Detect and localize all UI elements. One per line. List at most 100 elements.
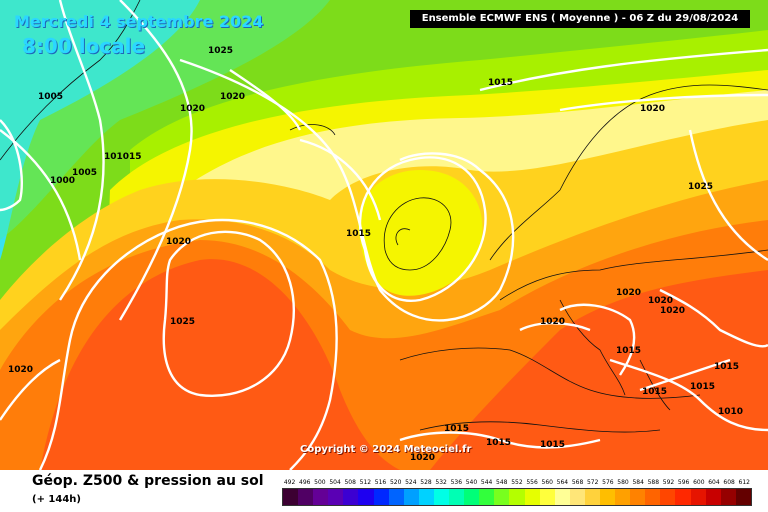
model-run-label: Ensemble ECMWF ENS ( Moyenne ) - 06 Z du… [410,10,750,28]
scale-label: 552 [511,479,523,486]
scale-label: 596 [677,479,690,486]
scale-bar [282,488,752,506]
scale-label: 612 [738,479,750,486]
scale-label: 496 [299,479,311,486]
isobar-label: 1015 [714,362,739,372]
scale-label: 492 [283,479,296,486]
forecast-date: Mercredi 4 septembre 2024 [14,12,264,31]
scale-swatch [464,489,480,505]
isobar-label: 1015 [488,78,513,88]
scale-swatch [328,489,344,505]
scale-label: 564 [556,479,569,486]
scale-swatch [373,489,389,505]
scale-swatch [705,489,721,505]
scale-label: 584 [632,479,644,486]
isobar-label: 1015 [616,346,641,356]
isobar-labels: 1025 1005 1020 1020 1015 1000 1005 10101… [8,46,743,463]
weather-map: 1025 1005 1020 1020 1015 1000 1005 10101… [0,0,768,470]
footer-subtitle: (+ 144h) [32,494,81,505]
isobar-label: 1020 [220,92,245,102]
scale-swatch [343,489,359,505]
isobar-label: 1015 [444,424,469,434]
scale-swatch [645,489,661,505]
isobar-label: 1020 [540,317,565,327]
isobar-label: 1000 [50,176,75,186]
isobar-label: 1015 [486,438,511,448]
scale-swatch [358,489,374,505]
scale-label: 592 [662,479,675,486]
scale-swatch [554,489,570,505]
isobar-label: 1020 [180,104,205,114]
scale-swatch [494,489,510,505]
isobar-label: 1025 [688,182,713,192]
scale-swatch [524,489,540,505]
scale-label: 512 [359,479,372,486]
scale-label: 548 [496,479,508,486]
coastlines [0,0,768,433]
scale-swatch [479,489,495,505]
scale-label: 528 [420,479,432,486]
z500-field-red-east [430,270,768,470]
scale-label: 556 [526,479,538,486]
isobar-label: 1020 [648,296,673,306]
scale-label: 520 [389,479,402,486]
scale-swatch [313,489,329,505]
forecast-local-time: 8:00 locale [22,34,146,58]
scale-label: 600 [693,479,705,486]
scale-label: 516 [374,479,387,486]
scale-label: 588 [647,479,660,486]
isle-yellow [358,170,483,296]
scale-swatch [735,489,751,505]
isobar-label: 1015 [346,229,371,239]
scale-labels: 492 496 500 504 508 512 516 520 524 528 532 536 540 5… [282,478,752,488]
copyright-notice: Copyright © 2024 Meteociel.fr [300,444,472,455]
scale-swatch [584,489,600,505]
scale-label: 568 [571,479,584,486]
scale-label: 572 [586,479,599,486]
scale-swatch [599,489,616,505]
isobar-label: 1015 [642,387,667,397]
scale-swatch [449,489,465,505]
scale-swatch [403,489,419,505]
z500-field-cyan [0,0,200,260]
scale-swatch [283,489,299,505]
scale-swatch [539,489,555,505]
scale-swatch [433,489,450,505]
scale-label: 604 [708,479,720,486]
scale-label: 608 [723,479,735,486]
isobars [0,0,768,470]
scale-swatch [690,489,706,505]
scale-label: 580 [617,479,629,486]
footer-title: Géop. Z500 & pression au sol [32,473,264,489]
color-scale: 492 496 500 504 508 512 516 520 524 528 532 536 540 5… [282,478,752,506]
scale-label: 532 [435,479,447,486]
z500-field-red [40,259,400,470]
scale-label: 500 [314,479,326,486]
scale-swatch [720,489,736,505]
scale-swatch [418,489,434,505]
isobar-label: 1015 [690,382,715,392]
scale-swatch [660,489,676,505]
scale-swatch [630,489,646,505]
isobar-label: 1020 [640,104,665,114]
isobar-label: 1020 [616,288,641,298]
scale-label: 504 [329,479,341,486]
isobar-label: 1015 [540,440,565,450]
scale-label: 540 [465,479,478,486]
scale-label: 508 [344,479,356,486]
scale-label: 536 [450,479,463,486]
isobar-label: 1025 [170,317,195,327]
isobar-label: 101015 [104,152,142,162]
isobar-label: 1020 [166,237,191,247]
isobar-label: 1010 [718,407,743,417]
scale-swatch [388,489,404,505]
z500-field-teal [0,0,330,240]
scale-label: 576 [602,479,614,486]
isobar-label: 1020 [410,453,435,463]
isobar-label: 1025 [208,46,233,56]
isobar-label: 1020 [8,365,33,375]
scale-label: 544 [480,479,493,486]
isobar-label: 1020 [660,306,685,316]
scale-label: 524 [405,479,417,486]
